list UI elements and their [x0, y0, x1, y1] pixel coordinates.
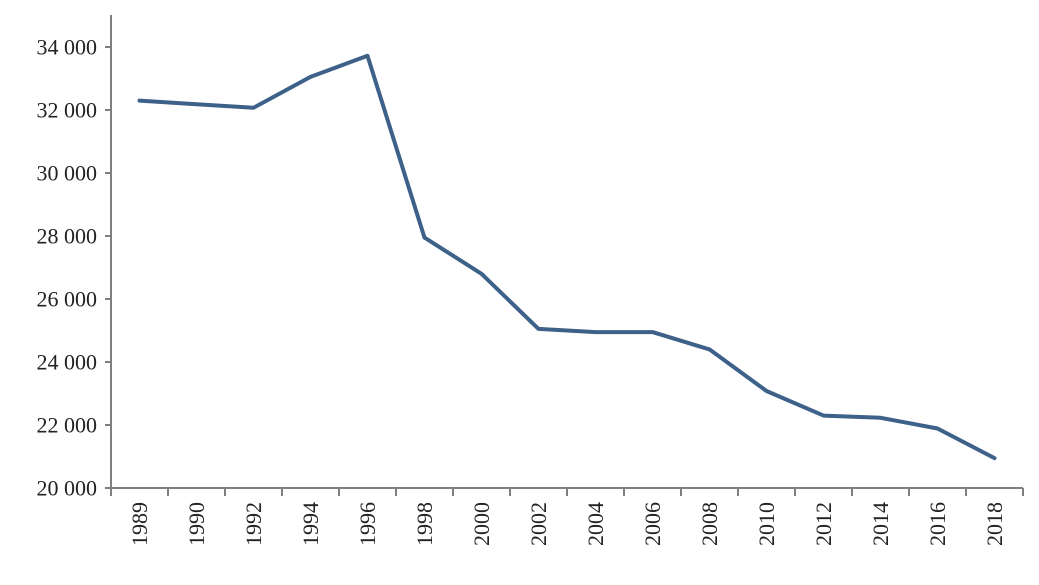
x-tick-label: 2014: [868, 502, 893, 546]
x-tick-label: 2010: [754, 502, 779, 546]
y-tick-label: 30 000: [37, 161, 98, 186]
x-tick-label: 2006: [640, 502, 665, 546]
y-tick-label: 24 000: [37, 350, 98, 375]
y-axis: 20 000 22 000 24 000 26 000 28 000 30 000 32 0…: [37, 15, 112, 501]
x-tick-label: 2004: [583, 502, 608, 546]
x-tick-label: 1996: [355, 502, 380, 546]
x-tick-label: 2002: [526, 502, 551, 546]
x-tick-label: 1998: [412, 502, 437, 546]
series-line: [137, 53, 997, 461]
y-tick-label: 28 000: [37, 224, 98, 249]
x-tick-label: 1989: [127, 502, 152, 546]
y-tick-label: 32 000: [37, 98, 98, 123]
x-tick-label: 2018: [982, 502, 1007, 546]
x-tick-label: 1994: [298, 502, 323, 546]
x-tick-label: 2016: [925, 502, 950, 546]
y-tick-label: 34 000: [37, 35, 98, 60]
y-tick-label: 20 000: [37, 476, 98, 501]
x-axis: 1989 1990 1992 1994 1996 1998 2000 2002 2004 2006…: [110, 487, 1024, 546]
x-tick-label: 1992: [241, 502, 266, 546]
x-tick-label: 2008: [697, 502, 722, 546]
x-tick-label: 2000: [469, 502, 494, 546]
x-tick-label: 2012: [811, 502, 836, 546]
series-group: [137, 53, 997, 461]
x-tick-label: 1990: [184, 502, 209, 546]
y-tick-label: 26 000: [37, 287, 98, 312]
y-tick-label: 22 000: [37, 413, 98, 438]
